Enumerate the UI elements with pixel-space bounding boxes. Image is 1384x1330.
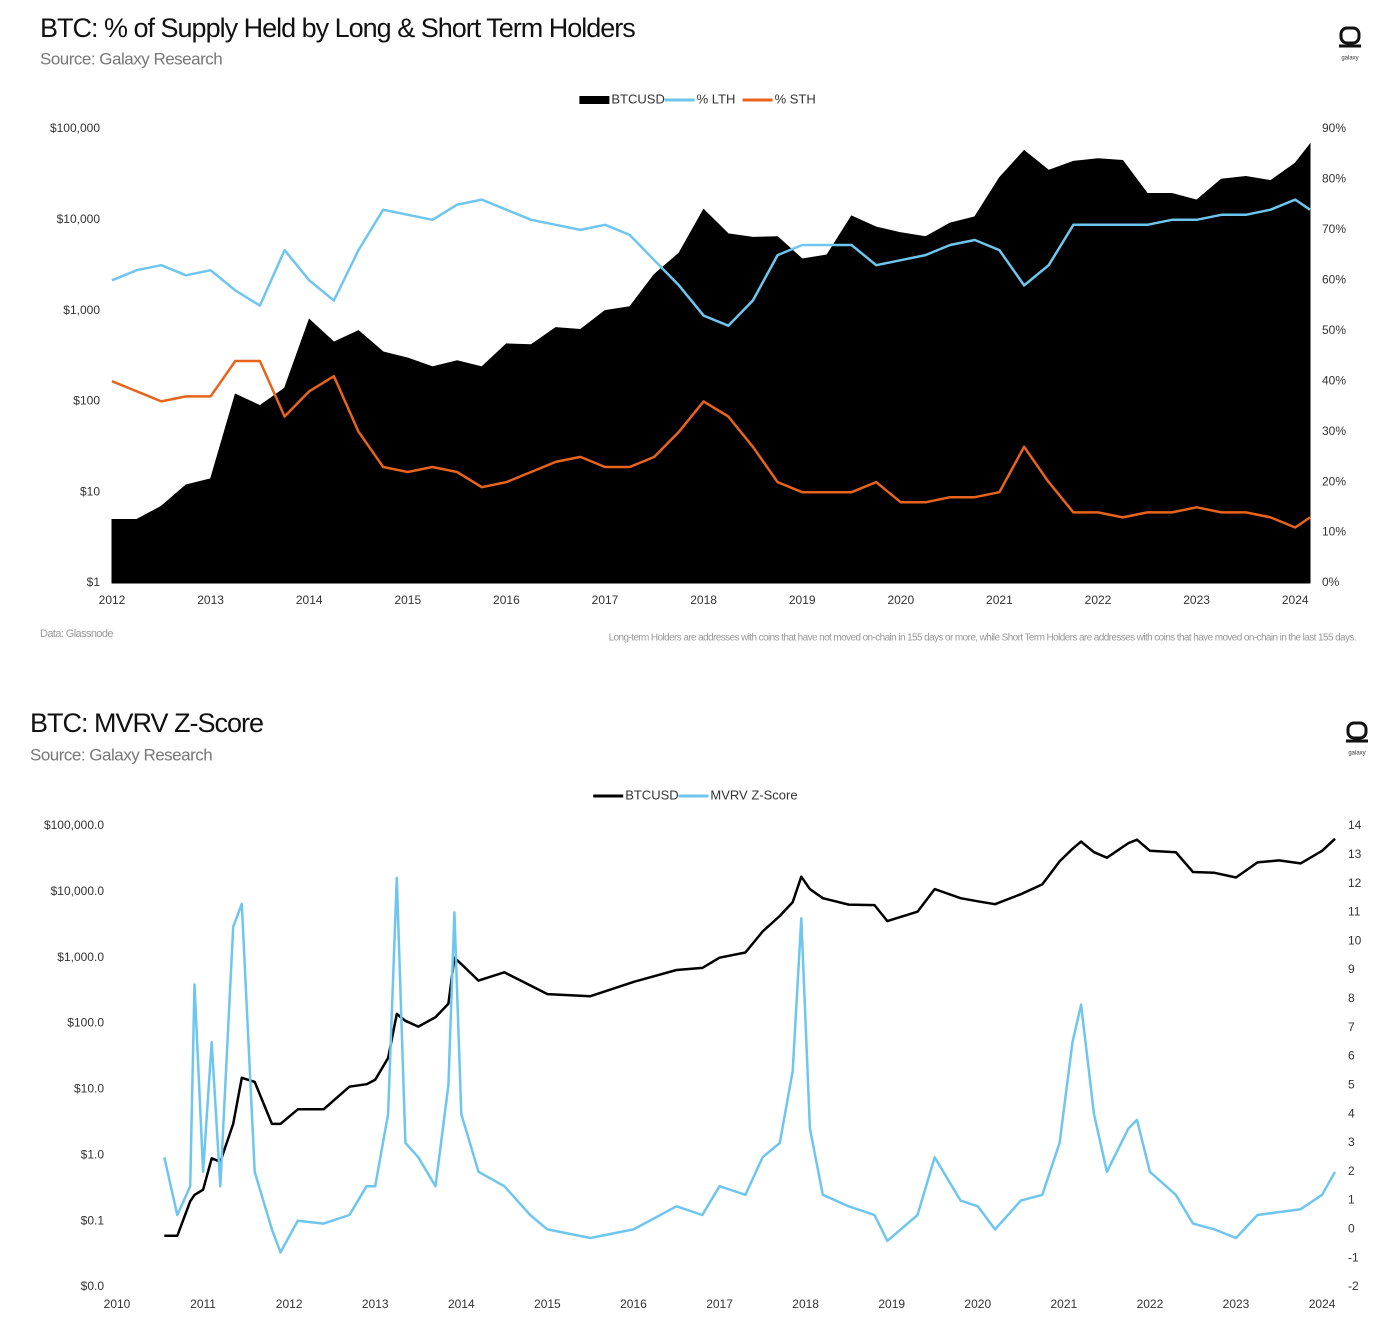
chart-subtitle: Source: Galaxy Research — [40, 49, 222, 68]
y-tick-label: $1,000 — [63, 303, 100, 317]
y2-tick-label: 3 — [1348, 1135, 1355, 1149]
x-tick-label: 2013 — [197, 593, 224, 607]
y-tick-label: $10,000 — [57, 212, 101, 226]
legend-label: MVRV Z-Score — [710, 787, 797, 802]
area — [111, 142, 1311, 584]
y-tick-label: $100,000 — [50, 121, 100, 135]
y2-tick-label: 5 — [1348, 1077, 1355, 1091]
legend-label: BTCUSD — [611, 91, 664, 106]
y2-tick-label: 40% — [1322, 373, 1346, 387]
y2-tick-label: -1 — [1348, 1250, 1359, 1264]
y-tick-label: $100 — [73, 394, 100, 408]
y2-tick-label: 80% — [1322, 172, 1346, 186]
y2-tick-label: 20% — [1322, 474, 1346, 488]
y2-tick-label: 9 — [1348, 962, 1355, 976]
y2-tick-label: 30% — [1322, 424, 1346, 438]
x-tick-label: 2019 — [789, 593, 816, 607]
y2-tick-label: 7 — [1348, 1020, 1355, 1034]
y-tick-label: $1.0 — [81, 1147, 105, 1161]
y2-tick-label: 60% — [1322, 273, 1346, 287]
y2-tick-label: 0% — [1322, 575, 1340, 589]
x-tick-label: 2024 — [1309, 1297, 1336, 1311]
line — [111, 198, 1311, 327]
chart-title: BTC: MVRV Z-Score — [30, 708, 263, 738]
y2-tick-label: 8 — [1348, 991, 1355, 1005]
chart-subtitle: Source: Galaxy Research — [30, 745, 212, 764]
y-tick-label: $0.0 — [81, 1279, 105, 1293]
y2-tick-label: 4 — [1348, 1106, 1355, 1120]
x-tick-label: 2020 — [964, 1297, 991, 1311]
legend-label: % LTH — [697, 91, 736, 106]
x-tick-label: 2021 — [986, 593, 1013, 607]
x-tick-label: 2017 — [706, 1297, 733, 1311]
x-tick-label: 2019 — [878, 1297, 905, 1311]
chart-title: BTC: % of Supply Held by Long & Short Te… — [40, 13, 635, 43]
y2-tick-label: 2 — [1348, 1164, 1355, 1178]
line — [111, 359, 1311, 529]
logo-text: galaxy — [1348, 751, 1365, 757]
x-tick-label: 2014 — [296, 593, 323, 607]
x-tick-label: 2015 — [394, 593, 421, 607]
x-tick-label: 2023 — [1223, 1297, 1250, 1311]
x-tick-label: 2013 — [362, 1297, 389, 1311]
y2-tick-label: -2 — [1348, 1279, 1359, 1293]
x-tick-label: 2012 — [99, 593, 126, 607]
source-note: Data: Glassnode — [40, 628, 113, 640]
x-tick-label: 2016 — [493, 593, 520, 607]
y2-tick-label: 13 — [1348, 847, 1362, 861]
legend-label: BTCUSD — [625, 787, 678, 802]
line — [163, 876, 1337, 1254]
x-tick-label: 2022 — [1137, 1297, 1164, 1311]
x-tick-label: 2018 — [690, 593, 717, 607]
x-tick-label: 2020 — [887, 593, 914, 607]
y-tick-label: $1,000.0 — [57, 950, 104, 964]
legend-label: % STH — [775, 91, 816, 106]
x-tick-label: 2014 — [448, 1297, 475, 1311]
line — [164, 837, 1336, 1238]
y-tick-label: $1 — [87, 575, 101, 589]
y-tick-label: $0.1 — [81, 1213, 105, 1227]
logo-text: galaxy — [1341, 56, 1358, 62]
y2-tick-label: 70% — [1322, 222, 1346, 236]
y2-tick-label: 10% — [1322, 525, 1346, 539]
x-tick-label: 2021 — [1051, 1297, 1078, 1311]
y2-tick-label: 0 — [1348, 1222, 1355, 1236]
y-tick-label: $10 — [80, 484, 100, 498]
x-tick-label: 2011 — [190, 1297, 216, 1311]
y2-tick-label: 1 — [1348, 1193, 1355, 1207]
x-tick-label: 2024 — [1282, 593, 1309, 607]
y2-tick-label: 12 — [1348, 876, 1362, 890]
y-tick-label: $10.0 — [74, 1082, 104, 1096]
x-tick-label: 2022 — [1085, 593, 1112, 607]
y2-tick-label: 10 — [1348, 933, 1362, 947]
x-tick-label: 2010 — [104, 1297, 131, 1311]
x-tick-label: 2012 — [276, 1297, 303, 1311]
y2-tick-label: 11 — [1348, 905, 1361, 919]
y-tick-label: $100.0 — [67, 1016, 104, 1030]
y2-tick-label: 90% — [1322, 121, 1346, 135]
x-tick-label: 2015 — [534, 1297, 561, 1311]
logo-icon — [1339, 26, 1368, 743]
y2-tick-label: 14 — [1348, 818, 1362, 832]
x-tick-label: 2016 — [620, 1297, 647, 1311]
y-tick-label: $10,000.0 — [51, 884, 105, 898]
y-tick-label: $100,000.0 — [44, 818, 104, 832]
y2-tick-label: 50% — [1322, 323, 1346, 337]
x-tick-label: 2017 — [592, 593, 619, 607]
footnote: Long-term Holders are addresses with coi… — [609, 633, 1356, 644]
x-tick-label: 2018 — [792, 1297, 819, 1311]
y2-tick-label: 6 — [1348, 1049, 1355, 1063]
x-tick-label: 2023 — [1183, 593, 1210, 607]
